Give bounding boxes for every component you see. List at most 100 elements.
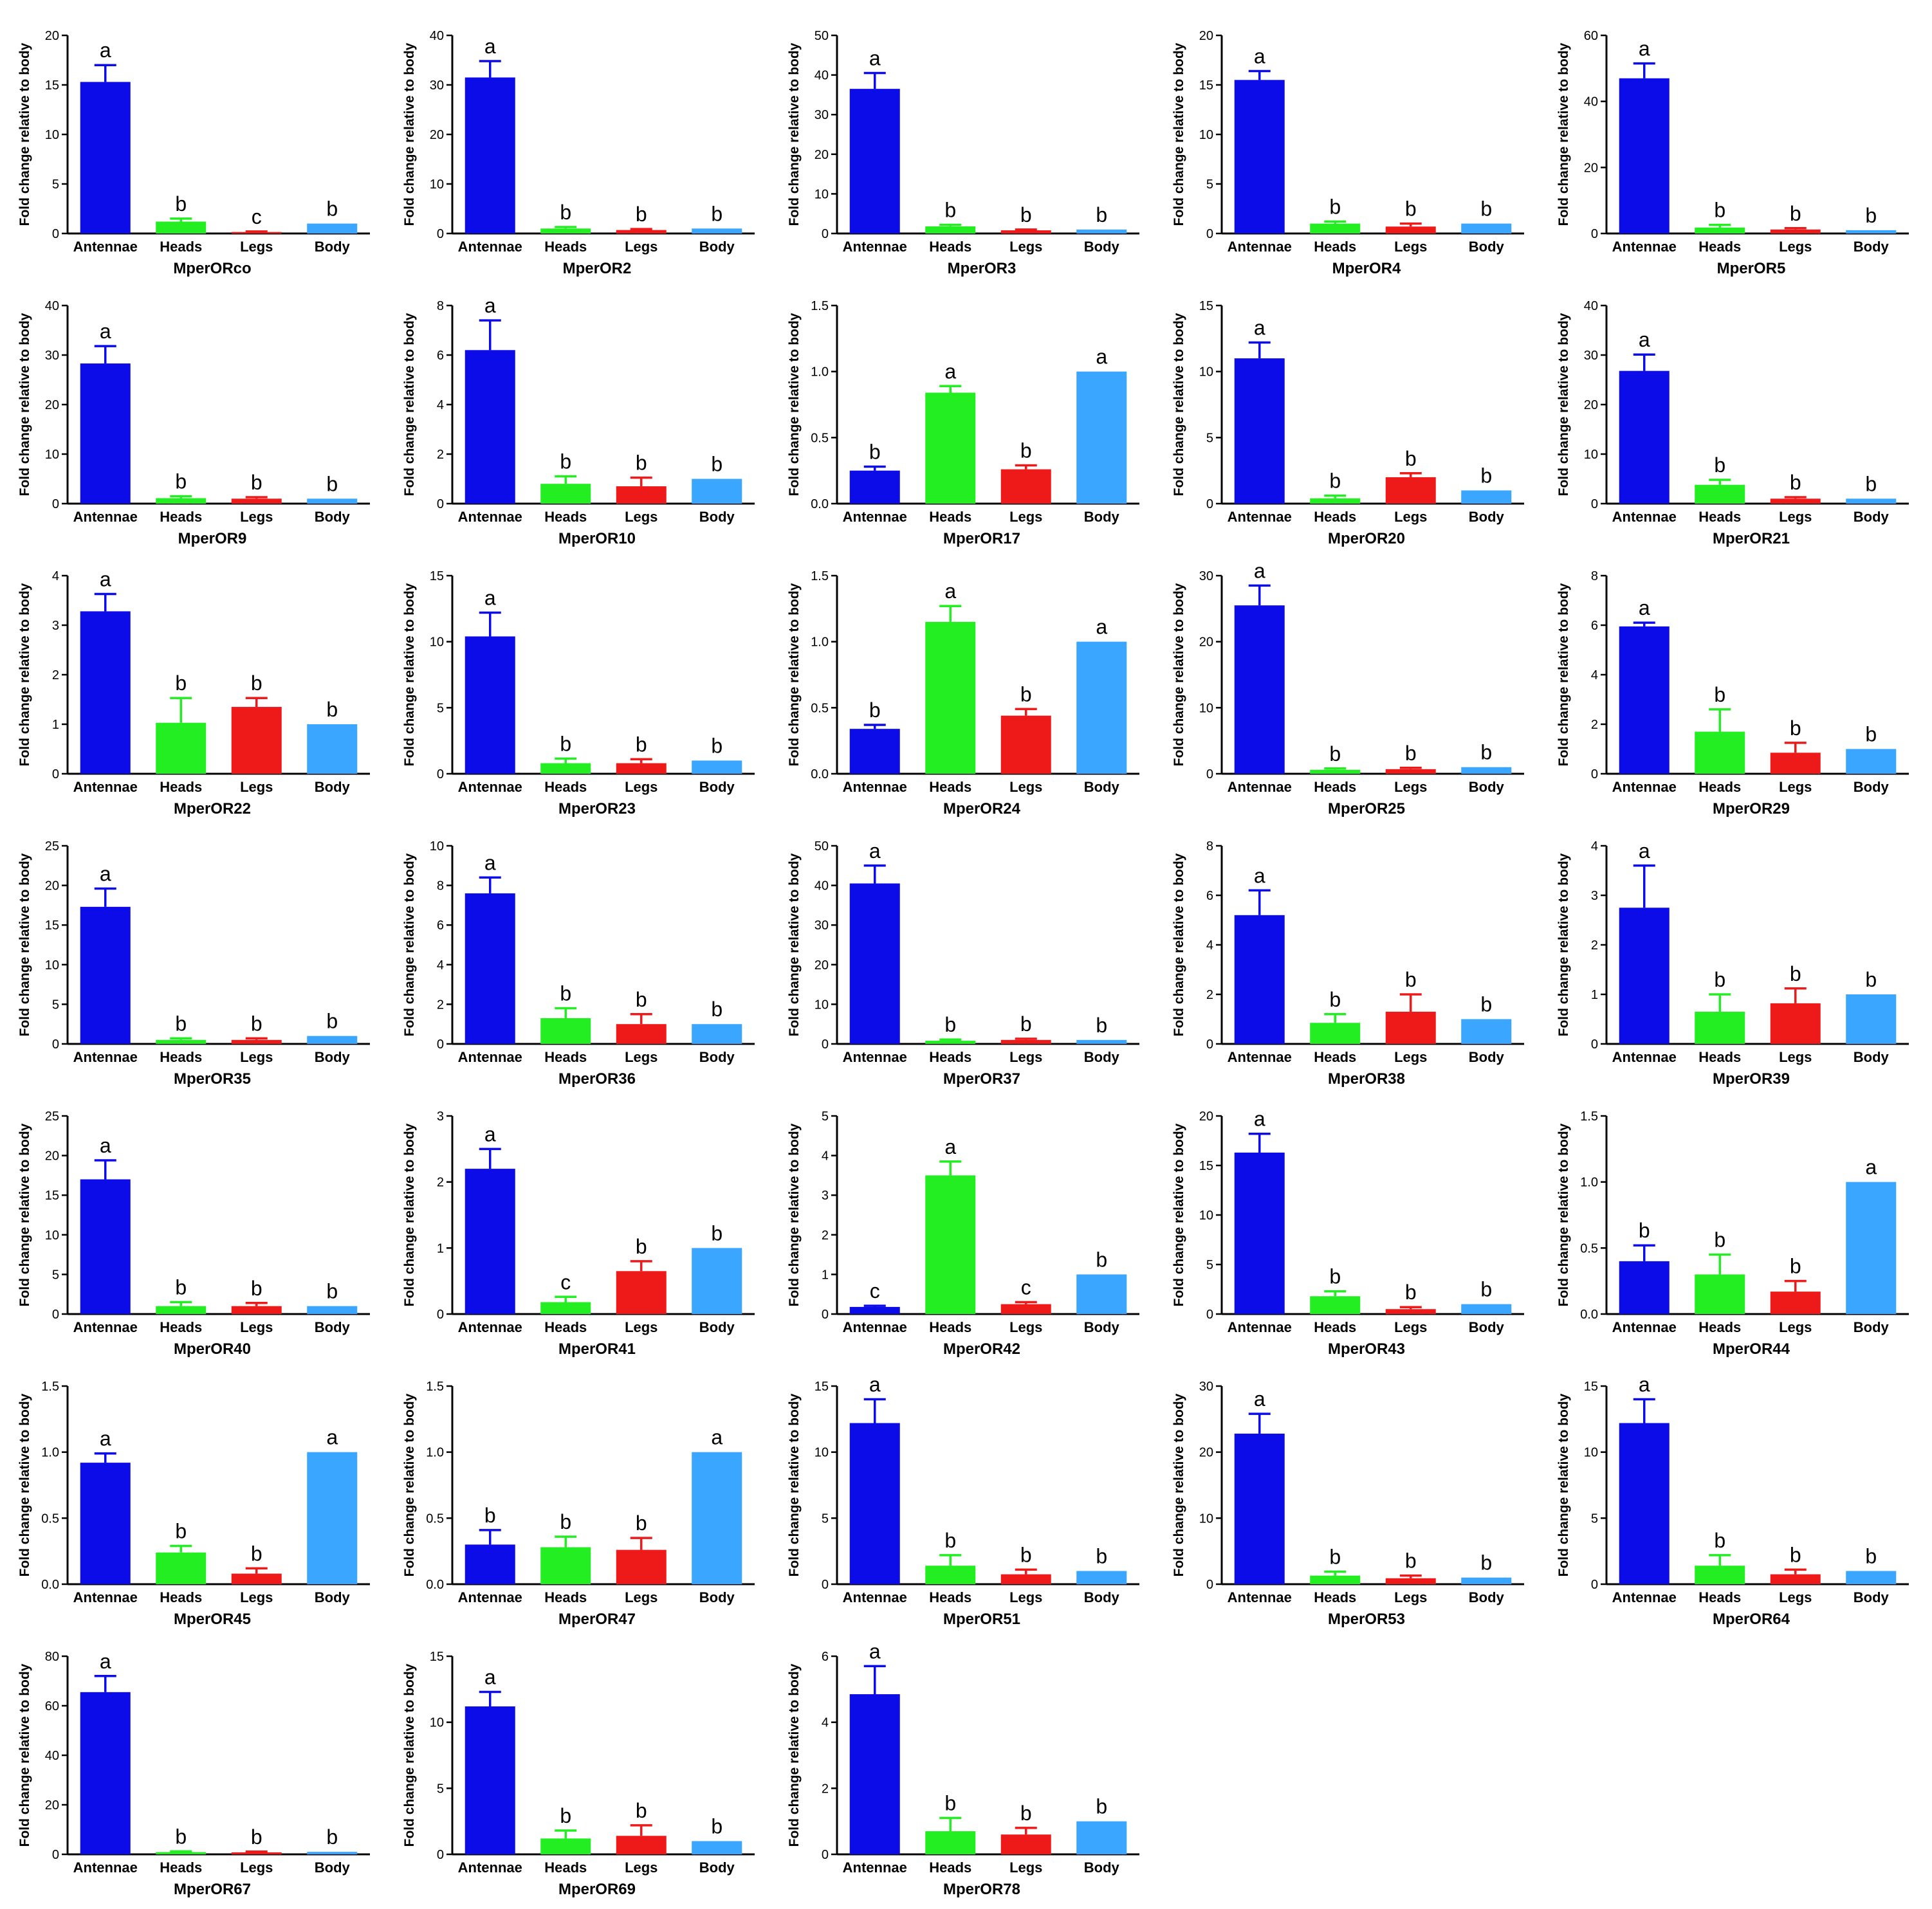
y-tick-label: 1.5 <box>1580 1110 1598 1124</box>
y-tick-label: 15 <box>1199 299 1213 313</box>
x-tick-label: Body <box>1854 779 1890 795</box>
x-tick-label: Body <box>315 1049 351 1065</box>
chart-title: MperOR53 <box>1328 1611 1405 1628</box>
chart-title: MperOR5 <box>1717 260 1786 277</box>
y-tick-label: 0.0 <box>426 1578 444 1592</box>
y-tick-label: 10 <box>1584 1446 1598 1460</box>
significance-letter: b <box>175 671 187 695</box>
bar-heads <box>540 1302 591 1314</box>
x-tick-label: Antennae <box>73 779 138 795</box>
chart-title: MperOR78 <box>943 1881 1020 1898</box>
y-tick-label: 10 <box>430 178 444 192</box>
x-tick-label: Antennae <box>1228 1049 1292 1065</box>
x-tick-label: Body <box>1469 239 1505 255</box>
y-tick-label: 15 <box>45 918 59 933</box>
y-tick-label: 0 <box>1206 1037 1213 1052</box>
x-tick-label: Body <box>315 1319 351 1335</box>
x-tick-label: Legs <box>1779 1589 1812 1605</box>
significance-letter: b <box>326 472 338 495</box>
x-tick-label: Legs <box>625 1049 658 1065</box>
significance-letter: b <box>944 1013 956 1036</box>
chart-title: MperOR41 <box>558 1340 636 1358</box>
x-tick-label: Body <box>1854 509 1890 525</box>
significance-letter: b <box>560 450 571 473</box>
significance-letter: a <box>100 320 111 343</box>
x-tick-label: Body <box>699 239 735 255</box>
significance-letter: c <box>560 1270 571 1293</box>
bar-antennae <box>849 883 900 1044</box>
significance-letter: b <box>1020 203 1032 226</box>
y-axis-label: Fold change relative to body <box>1556 1393 1571 1576</box>
x-tick-label: Legs <box>1394 509 1427 525</box>
bar-chart: Fold change relative to body 0 10 20 30 40 a An… <box>17 299 370 547</box>
significance-letter: b <box>251 671 262 695</box>
x-tick-label: Heads <box>544 1049 587 1065</box>
bar-chart: Fold change relative to body 0 2 4 6 8 a Antenn… <box>1172 839 1524 1088</box>
y-tick-label: 3 <box>437 1110 444 1124</box>
y-tick-label: 30 <box>814 108 829 122</box>
x-tick-label: Antennae <box>73 509 138 525</box>
bar-chart: Fold change relative to body 0.0 0.5 1.0 1.5… <box>787 299 1139 547</box>
x-tick-label: Legs <box>1009 779 1042 795</box>
bar-body <box>692 1024 742 1044</box>
y-tick-label: 20 <box>45 879 59 893</box>
y-tick-label: 3 <box>822 1189 829 1203</box>
bar-heads <box>156 498 207 504</box>
bar-chart: Fold change relative to body 0 20 40 60 80 a An… <box>17 1650 370 1898</box>
chart-title: MperOR37 <box>943 1070 1020 1088</box>
chart-panel: Fold change relative to body 0 5 10 15 20 a Ant… <box>1154 1093 1540 1364</box>
y-tick-label: 10 <box>814 998 829 1012</box>
bar-antennae <box>465 1706 515 1854</box>
bar-antennae <box>80 363 131 504</box>
bar-chart: Fold change relative to body 0 10 20 30 a Ante… <box>1172 559 1524 817</box>
bar-legs <box>1000 1039 1051 1044</box>
x-tick-label: Body <box>699 1859 735 1876</box>
y-axis-label: Fold change relative to body <box>787 583 802 766</box>
y-tick-label: 15 <box>1199 1159 1213 1173</box>
significance-letter: b <box>636 733 647 756</box>
significance-letter: b <box>636 1235 647 1258</box>
y-tick-label: 10 <box>1584 448 1598 462</box>
bar-heads <box>540 1018 591 1044</box>
bar-chart: Fold change relative to body 0 5 10 15 20 a Ant… <box>1172 29 1524 277</box>
y-axis-label: Fold change relative to body <box>787 1123 802 1306</box>
significance-letter: a <box>869 1373 881 1396</box>
y-tick-label: 40 <box>45 1749 59 1763</box>
y-tick-label: 2 <box>822 1229 829 1243</box>
x-tick-label: Legs <box>1009 239 1042 255</box>
bar-legs <box>1000 230 1051 233</box>
x-tick-label: Heads <box>544 509 587 525</box>
bar-body <box>1076 641 1127 774</box>
y-tick-label: 10 <box>45 448 59 462</box>
bar-heads <box>1695 1011 1745 1044</box>
significance-letter: b <box>1329 196 1341 219</box>
bar-legs <box>1385 1578 1436 1584</box>
bar-body <box>1846 994 1897 1044</box>
bar-antennae <box>1234 80 1285 233</box>
bar-heads <box>1310 1023 1361 1044</box>
y-axis-label: Fold change relative to body <box>787 1393 802 1576</box>
significance-letter: b <box>944 1792 956 1815</box>
significance-letter: b <box>1480 1551 1492 1575</box>
y-tick-label: 40 <box>430 29 444 43</box>
x-tick-label: Legs <box>240 239 273 255</box>
y-tick-label: 20 <box>45 398 59 412</box>
y-axis-label: Fold change relative to body <box>402 583 417 766</box>
y-tick-label: 40 <box>1584 95 1598 109</box>
x-tick-label: Heads <box>160 1859 202 1876</box>
y-tick-label: 0 <box>1206 1578 1213 1592</box>
y-axis-label: Fold change relative to body <box>1556 583 1571 766</box>
y-axis-label: Fold change relative to body <box>1172 583 1186 766</box>
bar-legs <box>1770 753 1821 774</box>
bar-antennae <box>1619 370 1670 504</box>
x-tick-label: Antennae <box>458 239 522 255</box>
bar-body <box>1076 229 1127 233</box>
bar-chart: Fold change relative to body 0 5 10 15 a Anten… <box>402 1650 755 1898</box>
y-tick-label: 20 <box>1199 1446 1213 1460</box>
chart-panel: Fold change relative to body 0 10 20 30 a Ante… <box>1154 1364 1540 1634</box>
bar-legs <box>1385 477 1436 504</box>
bar-legs <box>1000 1834 1051 1854</box>
x-tick-label: Antennae <box>843 1319 907 1335</box>
y-tick-label: 0.5 <box>811 431 829 445</box>
y-tick-label: 1.0 <box>1580 1176 1598 1190</box>
